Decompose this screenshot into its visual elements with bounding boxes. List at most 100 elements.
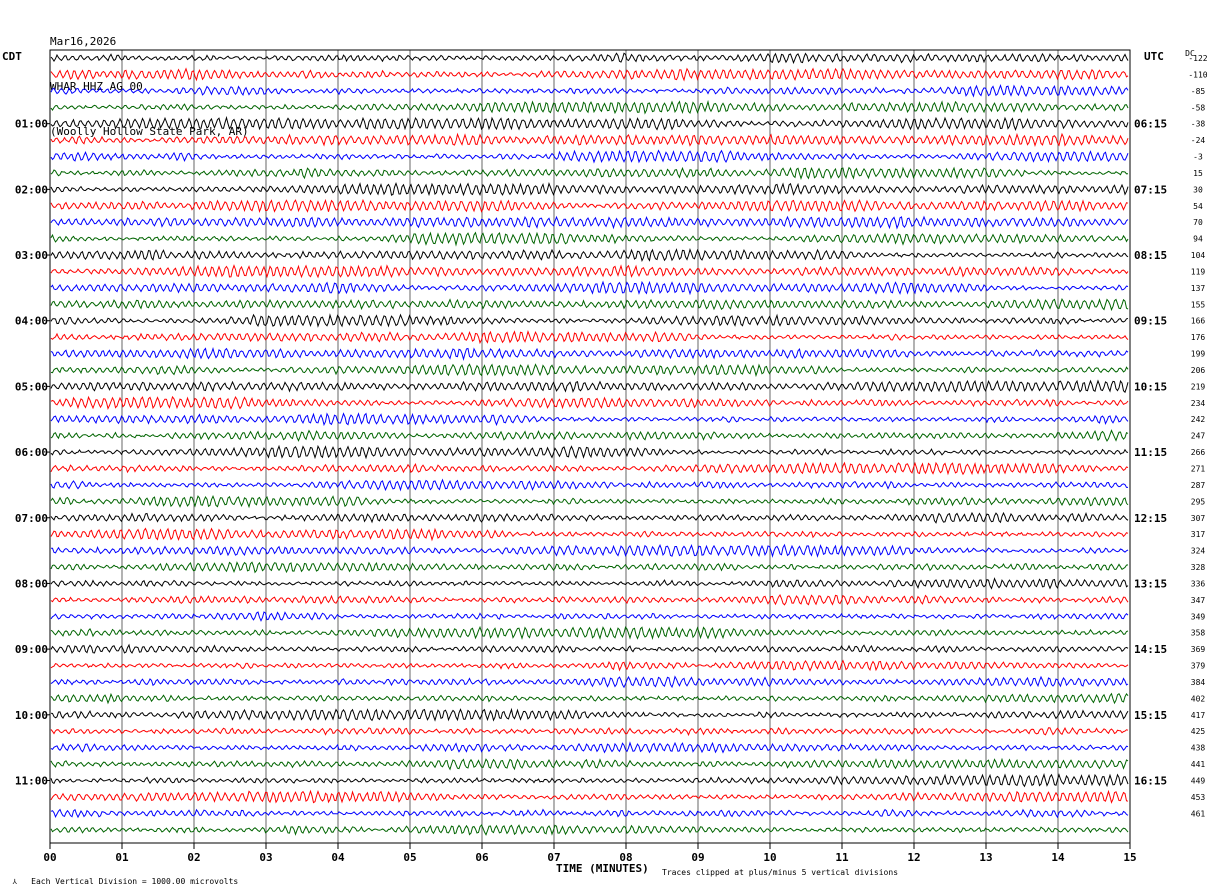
right-timezone-label: UTC <box>1144 50 1164 63</box>
dc-offset-label: 266 <box>1191 448 1206 457</box>
x-tick-label: 14 <box>1051 851 1065 864</box>
trace-line <box>50 461 1129 476</box>
dc-offset-label: 119 <box>1191 267 1206 276</box>
dc-offset-label: 104 <box>1191 251 1206 260</box>
trace-line <box>50 363 1129 378</box>
trace-line <box>50 248 1129 262</box>
trace-line <box>50 741 1129 754</box>
trace-line <box>50 692 1129 705</box>
trace-line <box>50 52 1129 65</box>
trace-line <box>50 99 1129 115</box>
dc-offset-label: 271 <box>1191 465 1206 474</box>
trace-line <box>50 166 1129 181</box>
right-hour-label: 09:15 <box>1134 315 1167 328</box>
left-hour-label: 08:00 <box>15 577 48 590</box>
left-hour-label: 01:00 <box>15 118 48 131</box>
trace-line <box>50 280 1129 296</box>
trace-line <box>50 757 1129 771</box>
dc-offset-label: 417 <box>1191 711 1206 720</box>
dc-offset-label: 358 <box>1191 629 1206 638</box>
dc-offset-label: -85 <box>1191 87 1206 96</box>
trace-line <box>50 511 1129 524</box>
trace-line <box>50 379 1129 394</box>
left-timezone-label: CDT <box>2 50 22 63</box>
location-label: (Woolly Hollow State Park, AR) <box>50 125 249 138</box>
dc-offset-label: 247 <box>1191 432 1206 441</box>
trace-line <box>50 395 1129 410</box>
clip-note: Traces clipped at plus/minus 5 vertical … <box>662 868 899 877</box>
dc-offset-label: 242 <box>1191 415 1206 424</box>
dc-offset-label: 287 <box>1191 481 1206 490</box>
dc-offset-label: -3 <box>1193 153 1203 162</box>
right-hour-label: 16:15 <box>1134 774 1167 787</box>
trace-line <box>50 115 1129 132</box>
dc-offset-label: 317 <box>1191 530 1206 539</box>
trace-line <box>50 412 1129 427</box>
dc-offset-label: -58 <box>1191 103 1206 112</box>
trace-line <box>50 611 1129 622</box>
x-tick-label: 02 <box>187 851 200 864</box>
trace-line <box>50 429 1129 442</box>
trace-line <box>50 347 1129 362</box>
dc-offset-label: 336 <box>1191 579 1206 588</box>
dc-offset-label: 137 <box>1191 284 1206 293</box>
trace-line <box>50 625 1129 641</box>
dc-offset-label: 461 <box>1191 809 1206 818</box>
x-tick-label: 08 <box>619 851 632 864</box>
trace-line <box>50 577 1129 590</box>
dc-offset-label: 369 <box>1191 645 1206 654</box>
right-hour-label: 07:15 <box>1134 183 1167 196</box>
dc-offset-label: 206 <box>1191 366 1206 375</box>
trace-line <box>50 198 1129 214</box>
dc-offset-label: 199 <box>1191 350 1206 359</box>
left-hour-label: 10:00 <box>15 709 48 722</box>
trace-line <box>50 313 1129 328</box>
x-tick-label: 00 <box>43 851 56 864</box>
dc-offset-label: 425 <box>1191 727 1206 736</box>
dc-offset-label: 166 <box>1191 317 1206 326</box>
trace-line <box>50 298 1129 312</box>
dc-offset-label: 176 <box>1191 333 1206 342</box>
x-tick-label: 06 <box>475 851 489 864</box>
trace-line <box>50 478 1128 492</box>
dc-offset-label: 155 <box>1191 300 1206 309</box>
trace-line <box>50 561 1129 574</box>
right-hour-label: 08:15 <box>1134 249 1167 262</box>
dc-offset-label: 324 <box>1191 547 1206 556</box>
trace-line <box>50 773 1129 788</box>
trace-line <box>50 789 1129 804</box>
dc-offset-label: 295 <box>1191 497 1206 506</box>
left-hour-label: 04:00 <box>15 315 48 328</box>
trace-line <box>50 593 1129 606</box>
dc-offset-label: 379 <box>1191 662 1206 671</box>
x-tick-label: 13 <box>979 851 992 864</box>
scale-text: Each Vertical Division = 1000.00 microvo… <box>31 877 239 886</box>
right-hour-label: 12:15 <box>1134 512 1167 525</box>
trace-line <box>50 83 1129 98</box>
dc-offset-label: 438 <box>1191 744 1206 753</box>
x-tick-label: 12 <box>907 851 920 864</box>
x-tick-label: 11 <box>835 851 849 864</box>
left-hour-label: 07:00 <box>15 512 48 525</box>
dc-offset-label: 307 <box>1191 514 1206 523</box>
x-tick-label: 05 <box>403 851 416 864</box>
trace-line <box>50 808 1129 819</box>
dc-offset-label: 30 <box>1193 185 1203 194</box>
trace-line <box>50 707 1129 722</box>
dc-offset-label: 349 <box>1191 612 1206 621</box>
dc-offset-label: -24 <box>1191 136 1206 145</box>
dc-offset-label: -122 <box>1188 54 1207 63</box>
date-label: Mar16,2026 <box>50 35 117 48</box>
x-tick-label: 04 <box>331 851 345 864</box>
left-hour-label: 03:00 <box>15 249 48 262</box>
trace-line <box>50 149 1129 164</box>
trace-line <box>50 329 1129 345</box>
trace-line <box>50 444 1129 460</box>
right-hour-label: 14:15 <box>1134 643 1167 656</box>
x-tick-label: 07 <box>547 851 560 864</box>
dc-offset-label: 70 <box>1193 218 1203 227</box>
trace-line <box>50 495 1129 509</box>
right-hour-label: 13:15 <box>1134 577 1167 590</box>
dc-offset-label: 328 <box>1191 563 1206 572</box>
